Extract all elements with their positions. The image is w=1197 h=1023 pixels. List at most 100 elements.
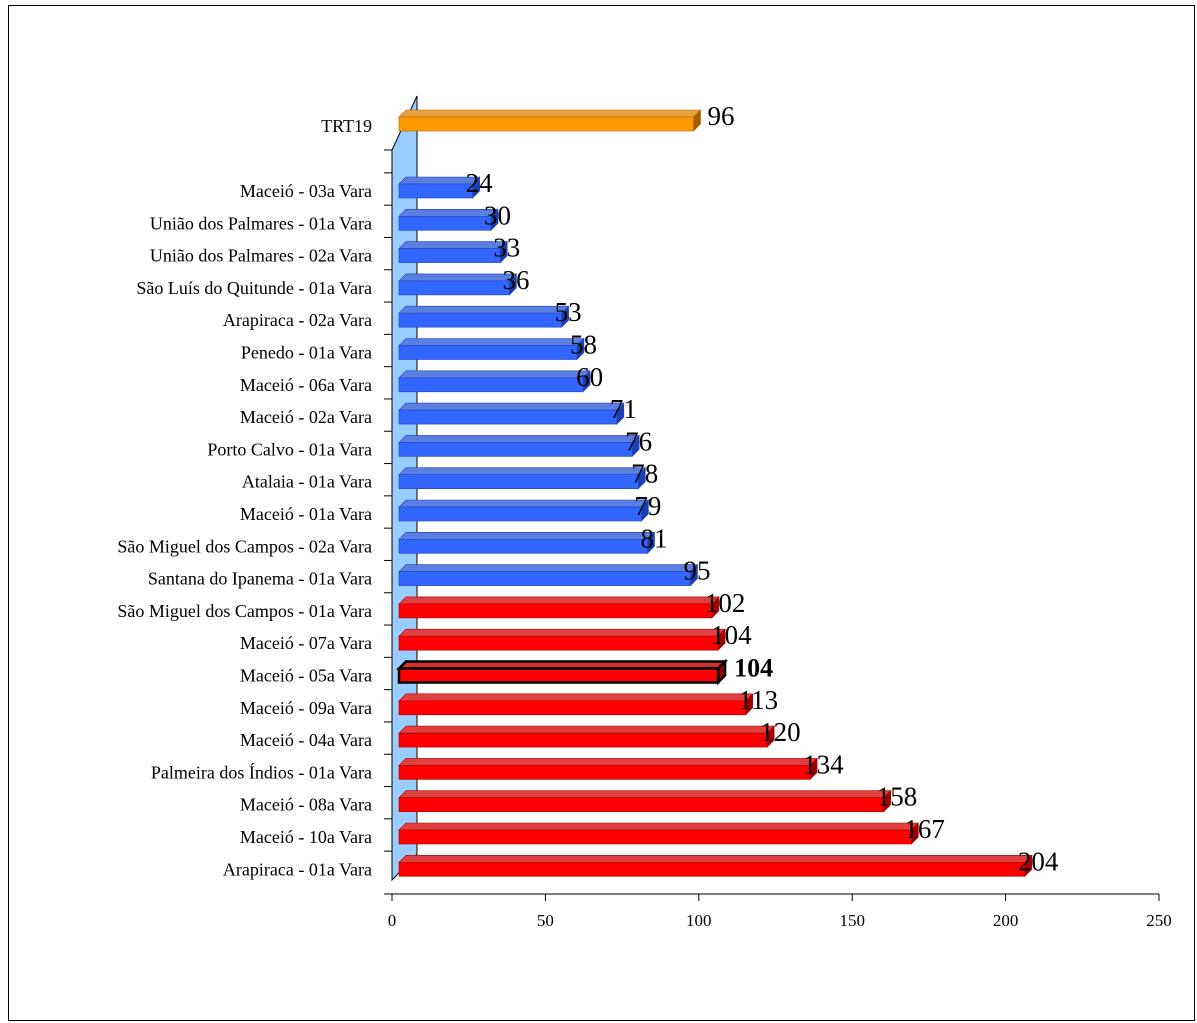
- bar-top-face: [398, 467, 647, 476]
- category-label: Arapiraca - 01a Vara: [223, 859, 372, 879]
- category-label: Arapiraca - 02a Vara: [223, 310, 372, 330]
- bar: [398, 176, 481, 199]
- bar: [398, 208, 499, 232]
- bar-top-face: [398, 725, 775, 734]
- bar-front-face: [398, 797, 885, 813]
- category-label: Palmeira dos Índios - 01a Vara: [151, 761, 372, 782]
- bar-front-face: [398, 183, 473, 199]
- bar: [398, 337, 585, 361]
- x-tick-label: 100: [686, 911, 712, 930]
- bars: [395, 109, 1033, 878]
- bar-front-face: [397, 667, 720, 684]
- bar-top-face: [398, 370, 591, 379]
- value-label: 78: [631, 459, 658, 489]
- value-label: 33: [493, 233, 520, 263]
- value-label: 158: [877, 782, 918, 812]
- category-label: Porto Calvo - 01a Vara: [207, 439, 372, 459]
- value-label: 60: [576, 362, 603, 392]
- category-label: Penedo - 01a Vara: [241, 343, 372, 363]
- bar-front-face: [398, 216, 492, 231]
- category-label: São Miguel dos Campos - 01a Vara: [117, 601, 372, 621]
- bar-front-face: [398, 409, 618, 425]
- bar-front-face: [398, 765, 811, 780]
- bar-top-face: [398, 435, 640, 443]
- bar-top-face: [398, 499, 650, 508]
- category-label: Maceió - 01a Vara: [240, 504, 372, 524]
- bar-front-face: [398, 861, 1026, 877]
- value-label: 96: [708, 101, 735, 131]
- bar-front-face: [398, 474, 639, 490]
- category-label: União dos Palmares - 02a Vara: [150, 246, 372, 266]
- bar-front-face: [398, 571, 691, 586]
- value-label: 102: [705, 588, 746, 618]
- bar: [398, 822, 920, 845]
- value-label: 71: [610, 394, 637, 424]
- bar-front-face: [398, 700, 746, 716]
- bar: [398, 563, 699, 587]
- category-label: Maceió - 03a Vara: [240, 181, 372, 201]
- bar-front-face: [398, 248, 501, 263]
- bar: [398, 499, 650, 522]
- bar-front-face: [398, 377, 584, 393]
- bar-top-face: [398, 693, 754, 702]
- bar-top-face: [398, 758, 818, 766]
- value-label: 79: [634, 491, 661, 521]
- bar: [395, 658, 729, 686]
- bar: [398, 789, 892, 813]
- bar-top-face: [398, 338, 585, 346]
- bar: [398, 402, 625, 425]
- bar-front-face: [398, 506, 642, 522]
- bar-front-face: [398, 312, 562, 328]
- value-label: 81: [641, 523, 668, 553]
- value-label: 167: [904, 814, 945, 844]
- value-label: 104: [711, 620, 752, 650]
- category-label: Maceió - 09a Vara: [240, 698, 372, 718]
- bar-top-face: [398, 628, 726, 637]
- category-label: Maceió - 05a Vara: [240, 666, 372, 686]
- category-label: São Luís do Quitunde - 01a Vara: [136, 278, 372, 298]
- bar-front-face: [398, 603, 713, 619]
- category-labels: TRT19 Maceió - 03a Vara União dos Palmares…: [117, 116, 372, 879]
- bar-front-face: [398, 732, 768, 748]
- bar-top-face: [398, 822, 920, 831]
- bar: [398, 531, 656, 555]
- category-label: Maceió - 08a Vara: [240, 795, 372, 815]
- bar: [398, 109, 702, 132]
- bar-top-face: [398, 109, 702, 118]
- bar: [398, 596, 720, 619]
- bar-front-face: [398, 829, 912, 845]
- category-label: Maceió - 10a Vara: [240, 827, 372, 847]
- x-tick-label: 250: [1146, 911, 1172, 930]
- value-label: 30: [484, 200, 511, 230]
- bar: [398, 854, 1033, 878]
- bar-top-face: [398, 402, 625, 411]
- value-label: 113: [739, 685, 779, 715]
- value-labels: 9624303336535860717678798195102104104113…: [466, 101, 1059, 876]
- value-label: 58: [570, 330, 597, 360]
- chart-frame: [8, 5, 1195, 1021]
- bar: [398, 757, 818, 781]
- value-label: 104: [734, 654, 773, 683]
- bar-top-face: [398, 273, 518, 282]
- bar-front-face: [398, 345, 578, 360]
- bar: [398, 305, 570, 328]
- bar-front-face: [398, 538, 648, 554]
- value-label: 120: [760, 717, 801, 747]
- bar-top-face: [398, 305, 570, 314]
- category-label: União dos Palmares - 01a Vara: [150, 213, 372, 233]
- value-label: 134: [803, 749, 844, 779]
- bar-top-face: [398, 854, 1033, 863]
- bar-front-face: [398, 635, 719, 651]
- category-label: Maceió - 07a Vara: [240, 633, 372, 653]
- bar: [398, 370, 591, 393]
- category-label: São Miguel dos Campos - 02a Vara: [117, 536, 372, 556]
- x-axis: 0 50 100 150 200 250: [388, 893, 1172, 930]
- category-label: Maceió - 06a Vara: [240, 375, 372, 395]
- category-label: Santana do Ipanema - 01a Vara: [148, 569, 372, 589]
- x-tick-label: 50: [537, 911, 554, 930]
- bar-top-face: [398, 531, 656, 540]
- value-label: 204: [1018, 846, 1059, 876]
- value-label: 95: [683, 556, 710, 586]
- bar: [398, 693, 754, 716]
